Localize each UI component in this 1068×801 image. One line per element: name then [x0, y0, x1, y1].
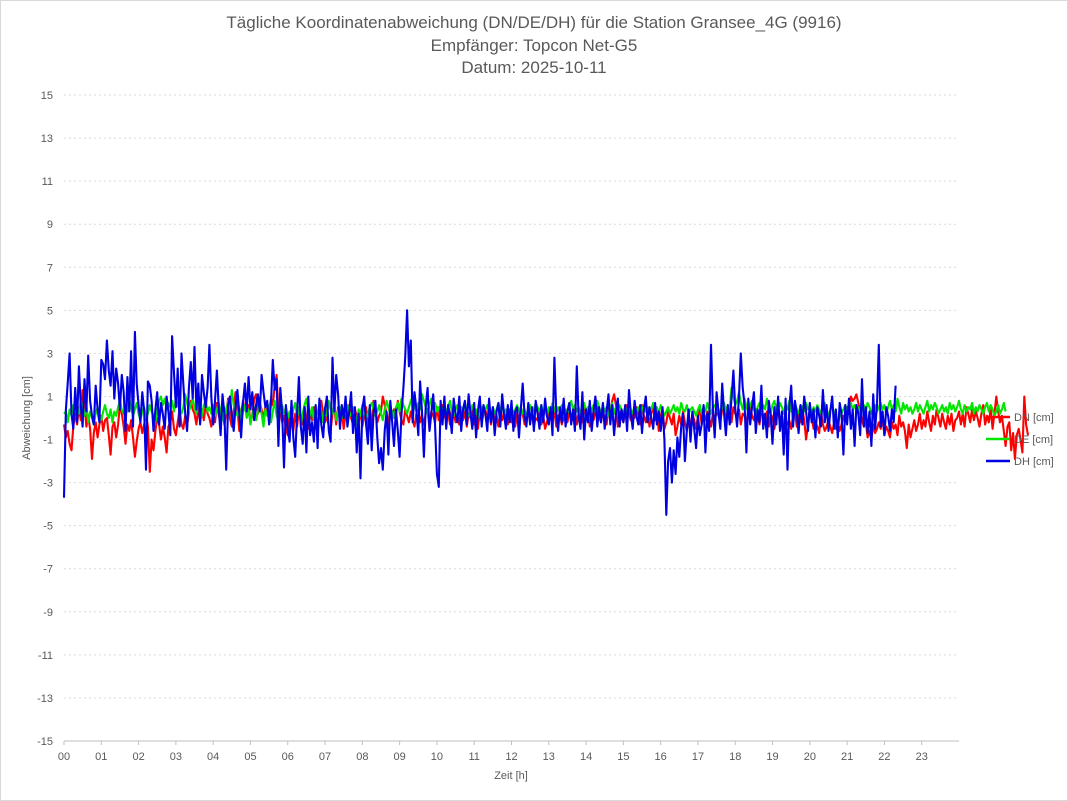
- y-tick-label: -15: [37, 736, 53, 748]
- x-tick-label: 10: [431, 751, 443, 763]
- x-tick-label: 18: [729, 751, 741, 763]
- x-tick-label: 09: [394, 751, 406, 763]
- data-series: [62, 309, 1030, 516]
- x-tick-label: 22: [878, 751, 890, 763]
- series-line-dh: [62, 309, 897, 516]
- x-tick-label: 03: [170, 751, 182, 763]
- y-tick-label: -1: [43, 435, 53, 447]
- legend-label-de: DE [cm]: [1014, 434, 1053, 446]
- x-tick-label: 05: [244, 751, 256, 763]
- x-tick-label: 00: [58, 751, 70, 763]
- y-tick-label: -5: [43, 521, 53, 533]
- x-tick-label: 17: [692, 751, 704, 763]
- x-axis-ticks: 00 01 02 03 04 05 06 07 08 09 10 11 12 13 14 15 16 17 18 19…: [58, 741, 928, 763]
- x-tick-label: 19: [766, 751, 778, 763]
- gridlines: [64, 94, 959, 742]
- x-tick-label: 08: [356, 751, 368, 763]
- x-tick-label: 01: [95, 751, 107, 763]
- x-tick-label: 21: [841, 751, 853, 763]
- x-tick-label: 04: [207, 751, 219, 763]
- y-tick-label: 3: [47, 348, 53, 360]
- y-tick-label: -3: [43, 478, 53, 490]
- x-tick-label: 12: [505, 751, 517, 763]
- x-tick-label: 11: [468, 751, 479, 763]
- chart-title-line-1: Tägliche Koordinatenabweichung (DN/DE/DH…: [226, 13, 841, 32]
- y-axis-label: Abweichung [cm]: [21, 376, 33, 460]
- x-axis-label: Zeit [h]: [494, 770, 528, 782]
- y-tick-label: -9: [43, 607, 53, 619]
- legend-label-dn: DN [cm]: [1014, 412, 1054, 424]
- legend-label-dh: DH [cm]: [1014, 456, 1054, 468]
- y-tick-label: 9: [47, 219, 53, 231]
- y-tick-label: 1: [47, 391, 53, 403]
- y-tick-label: 7: [47, 262, 53, 274]
- x-tick-label: 02: [132, 751, 144, 763]
- chart-title: Tägliche Koordinatenabweichung (DN/DE/DH…: [226, 13, 841, 77]
- x-tick-label: 13: [543, 751, 555, 763]
- y-tick-label: 5: [47, 305, 53, 317]
- x-tick-label: 23: [916, 751, 928, 763]
- legend: DN [cm] DE [cm] DH [cm]: [986, 412, 1054, 468]
- y-tick-label: 13: [41, 133, 53, 145]
- x-tick-label: 16: [655, 751, 667, 763]
- chart-title-line-2: Empfänger: Topcon Net-G5: [431, 36, 638, 55]
- x-tick-label: 15: [617, 751, 629, 763]
- x-tick-label: 06: [282, 751, 294, 763]
- y-tick-label: -13: [37, 693, 53, 705]
- y-axis-ticks: 15 13 11 9 7 5 3 1 -1 -3 -5 -7 -9 -11 -13 -15: [37, 90, 53, 748]
- x-tick-label: 20: [804, 751, 816, 763]
- y-tick-label: 11: [42, 176, 53, 188]
- y-tick-label: -7: [43, 564, 53, 576]
- y-tick-label: -11: [38, 650, 53, 662]
- x-tick-label: 07: [319, 751, 331, 763]
- chart-title-line-3: Datum: 2025-10-11: [461, 58, 606, 77]
- x-tick-label: 14: [580, 751, 592, 763]
- y-tick-label: 15: [41, 90, 53, 102]
